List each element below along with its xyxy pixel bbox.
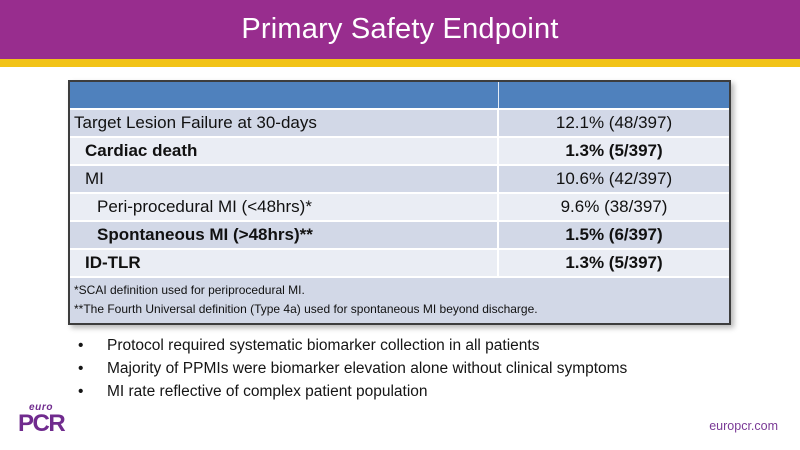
row-label: Spontaneous MI (>48hrs)** [70, 222, 497, 248]
row-label: MI [70, 166, 497, 192]
footnote-line: *SCAI definition used for periprocedural… [74, 283, 305, 297]
row-value: 9.6% (38/397) [497, 194, 729, 220]
row-value: 1.5% (6/397) [497, 222, 729, 248]
europcr-website-link[interactable]: europcr.com [709, 419, 778, 433]
table-header-row [70, 82, 729, 108]
slide-header-band: Primary Safety Endpoint [0, 0, 800, 59]
row-value: 1.3% (5/397) [497, 138, 729, 164]
row-value: 10.6% (42/397) [497, 166, 729, 192]
table-footnotes: *SCAI definition used for periprocedural… [70, 278, 729, 323]
table-row: Peri-procedural MI (<48hrs)* 9.6% (38/397… [70, 194, 729, 220]
row-label: Target Lesion Failure at 30-days [70, 110, 497, 136]
safety-table-body: Target Lesion Failure at 30-days 12.1% (4… [70, 110, 729, 276]
gold-accent-bar [0, 59, 800, 67]
table-row: MI 10.6% (42/397) [70, 166, 729, 192]
europcr-logo: euro PCR [18, 402, 88, 437]
footnote-line: **The Fourth Universal definition (Type … [74, 302, 538, 316]
bullet-text: Protocol required systematic biomarker c… [107, 337, 540, 354]
bullet-dot-icon: • [78, 337, 84, 354]
page-title: Primary Safety Endpoint [241, 13, 559, 45]
list-item: • MI rate reflective of complex patient p… [76, 380, 736, 403]
row-value: 1.3% (5/397) [497, 250, 729, 276]
table-header-cell-endpoint [70, 82, 498, 108]
table-header-cell-value [498, 82, 729, 108]
bullet-text: MI rate reflective of complex patient po… [107, 383, 428, 400]
table-row: Cardiac death 1.3% (5/397) [70, 138, 729, 164]
table-row: Spontaneous MI (>48hrs)** 1.5% (6/397) [70, 222, 729, 248]
row-value: 12.1% (48/397) [497, 110, 729, 136]
logo-euro-text: euro [29, 402, 54, 413]
row-label: Peri-procedural MI (<48hrs)* [70, 194, 497, 220]
bullet-list: • Protocol required systematic biomarker … [76, 334, 736, 403]
list-item: • Majority of PPMIs were biomarker elevat… [76, 357, 736, 380]
list-item: • Protocol required systematic biomarker … [76, 334, 736, 357]
table-row: Target Lesion Failure at 30-days 12.1% (4… [70, 110, 729, 136]
bullet-text: Majority of PPMIs were biomarker elevati… [107, 360, 628, 377]
bullet-dot-icon: • [78, 383, 84, 400]
table-row: ID-TLR 1.3% (5/397) [70, 250, 729, 276]
row-label: ID-TLR [70, 250, 497, 276]
row-label: Cardiac death [70, 138, 497, 164]
bullet-dot-icon: • [78, 360, 84, 377]
logo-pcr-text: PCR [18, 410, 66, 437]
safety-endpoint-table: Target Lesion Failure at 30-days 12.1% (4… [68, 80, 731, 325]
